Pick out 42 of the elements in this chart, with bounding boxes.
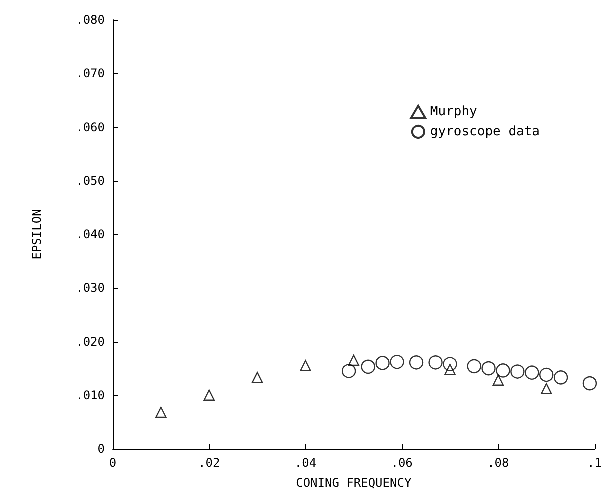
x-tick-label: .02 xyxy=(198,456,220,470)
x-tick-label: 0 xyxy=(109,456,117,470)
y-tick-label: .040 xyxy=(76,228,105,242)
y-tick-label: 0 xyxy=(98,442,105,456)
x-tick-label: .1 xyxy=(588,456,602,470)
point xyxy=(492,374,504,386)
point xyxy=(204,390,215,401)
x-tick-label: .08 xyxy=(488,456,510,470)
point xyxy=(582,376,598,391)
x-tick-label: .04 xyxy=(294,456,317,470)
y-tick-label: .010 xyxy=(76,388,105,402)
y-tick-label: .020 xyxy=(76,334,105,349)
y-axis-title: EPSILON xyxy=(30,209,44,260)
y-tick-label: .070 xyxy=(76,66,105,81)
point xyxy=(342,364,356,378)
x-tick-label: .06 xyxy=(391,456,413,470)
point xyxy=(510,364,525,379)
point xyxy=(252,372,264,384)
point xyxy=(443,357,458,372)
y-tick-label: .080 xyxy=(76,13,105,27)
point xyxy=(482,361,496,376)
point xyxy=(348,354,360,366)
point xyxy=(156,406,167,418)
point xyxy=(541,383,552,395)
point xyxy=(496,364,510,378)
legend-label: Murphy xyxy=(430,104,478,120)
y-tick-label: .060 xyxy=(76,120,105,134)
point xyxy=(525,366,540,380)
y-tick-label: .050 xyxy=(76,174,105,188)
point xyxy=(540,368,554,382)
point xyxy=(361,360,376,374)
point xyxy=(467,359,482,374)
point xyxy=(390,355,404,370)
point xyxy=(444,364,456,376)
point xyxy=(376,356,390,370)
point xyxy=(554,370,568,385)
point xyxy=(300,360,312,372)
point xyxy=(428,356,443,370)
legend-label: gyroscope data xyxy=(430,124,540,140)
x-axis-title: CONING FREQUENCY xyxy=(296,476,412,490)
point xyxy=(409,356,424,370)
y-tick-label: .030 xyxy=(76,281,105,296)
